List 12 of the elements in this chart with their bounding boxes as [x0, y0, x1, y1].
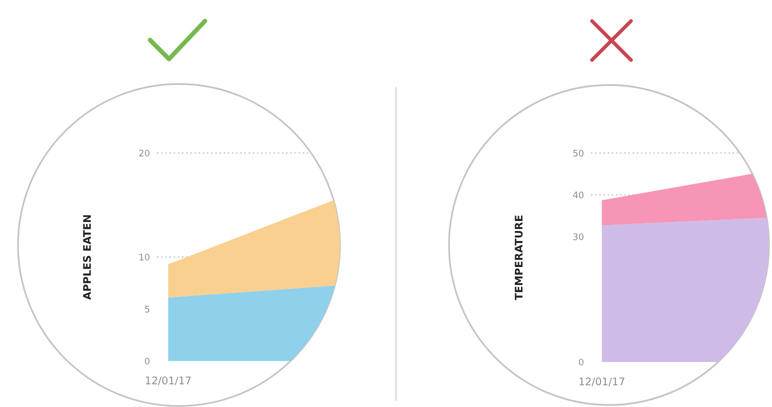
y-tick-label: 0	[144, 358, 150, 365]
y-axis-title: TEMPERATURE	[514, 216, 523, 300]
y-tick-label: 10	[140, 254, 150, 261]
y-tick-label: 20	[139, 150, 150, 157]
x-tick-label: 12/01/17	[146, 376, 191, 386]
y-axis-title: APPLES EATEN	[83, 215, 91, 300]
y-tick-label: 40	[573, 192, 584, 198]
y-tick-label: 50	[573, 150, 584, 157]
x-tick-label: 12/01/17	[580, 377, 624, 386]
y-tick-label: 0	[578, 358, 584, 366]
y-tick-label: 30	[573, 233, 584, 240]
y-tick-label: 5	[145, 306, 150, 313]
